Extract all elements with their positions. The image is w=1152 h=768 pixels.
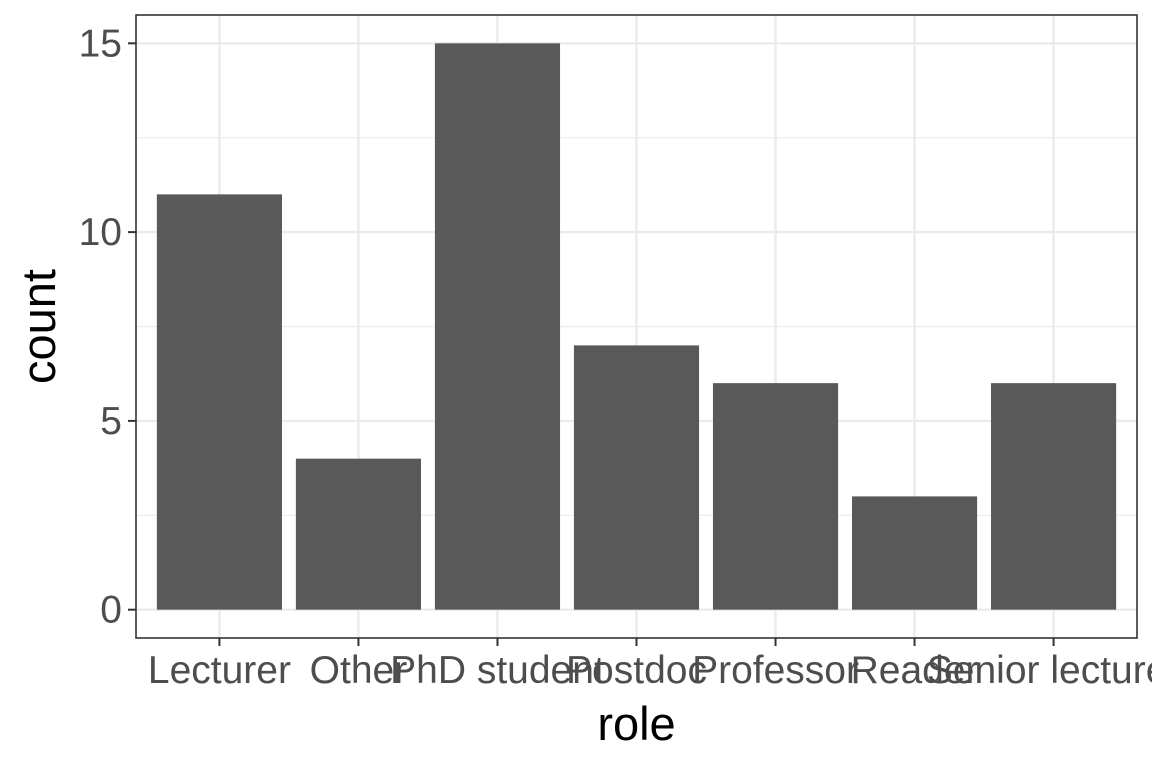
x-tick-label: Professor bbox=[692, 649, 859, 692]
bar-reader bbox=[851, 496, 978, 610]
x-tick-label: Reader bbox=[851, 649, 979, 692]
x-tick-label: PhD student bbox=[390, 649, 605, 692]
y-axis-title: count bbox=[12, 269, 65, 384]
y-tick-label: 10 bbox=[79, 211, 122, 254]
x-tick-label: Lecturer bbox=[148, 649, 291, 692]
y-tick-labels: 0 5 10 15 bbox=[79, 22, 122, 631]
bars bbox=[156, 43, 1117, 610]
bar-phd-student bbox=[434, 43, 561, 610]
y-tick-label: 15 bbox=[79, 22, 122, 65]
axis-ticks bbox=[128, 42, 1055, 646]
bar-senior-lecturer bbox=[991, 383, 1117, 610]
bar-professor bbox=[712, 383, 839, 610]
x-axis-title: role bbox=[597, 697, 675, 750]
y-tick-label: 5 bbox=[100, 400, 122, 443]
x-tick-label: Senior lecturer bbox=[927, 649, 1152, 692]
bar-postdoc bbox=[573, 345, 700, 610]
bar-other bbox=[295, 458, 422, 610]
bar-lecturer bbox=[156, 194, 282, 610]
y-tick-label: 0 bbox=[100, 589, 122, 632]
x-tick-label: Postdoc bbox=[566, 649, 707, 692]
x-tick-label: Other bbox=[310, 649, 408, 692]
